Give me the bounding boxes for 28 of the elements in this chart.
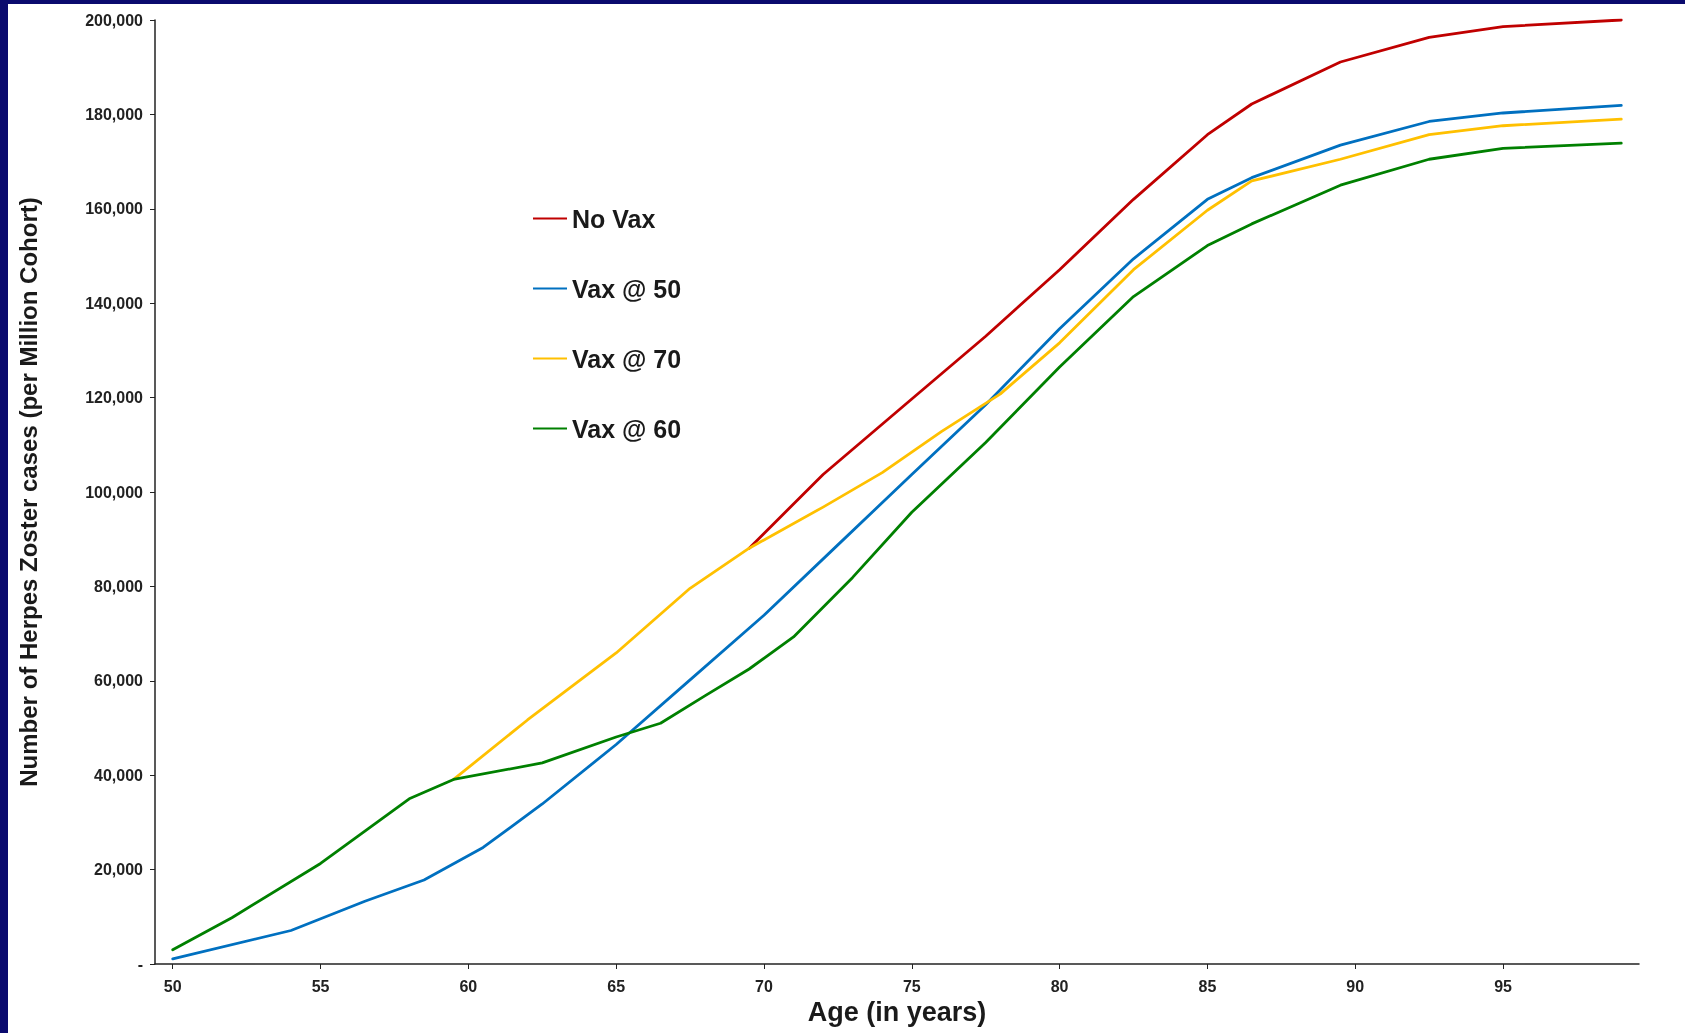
x-tick-label: 70 bbox=[755, 977, 773, 995]
y-tick-label: 180,000 bbox=[85, 105, 144, 123]
x-tick-label: 90 bbox=[1346, 977, 1365, 995]
x-tick-label: 55 bbox=[311, 977, 330, 995]
y-tick-label: 40,000 bbox=[94, 766, 144, 784]
y-tick-label: 140,000 bbox=[85, 294, 144, 312]
x-tick-label: 80 bbox=[1050, 977, 1069, 995]
x-tick-label: 85 bbox=[1198, 977, 1217, 995]
x-tick-label: 65 bbox=[607, 977, 626, 995]
y-tick-label: 60,000 bbox=[94, 672, 144, 690]
x-tick-label: 95 bbox=[1494, 977, 1513, 995]
legend-label: Vax @ 70 bbox=[572, 344, 682, 373]
y-tick-label: - bbox=[137, 955, 143, 973]
y-tick-label: 80,000 bbox=[94, 577, 144, 595]
x-tick-label: 75 bbox=[902, 977, 921, 995]
y-tick-label: 160,000 bbox=[85, 200, 144, 218]
y-tick-label: 20,000 bbox=[94, 861, 144, 879]
x-tick-label: 60 bbox=[459, 977, 478, 995]
legend-label: Vax @ 50 bbox=[572, 274, 682, 303]
x-tick-label: 50 bbox=[163, 977, 182, 995]
y-tick-label: 200,000 bbox=[85, 11, 144, 29]
legend-label: No Vax bbox=[572, 204, 656, 233]
y-tick-label: 120,000 bbox=[85, 389, 144, 407]
y-tick-label: 100,000 bbox=[85, 483, 144, 501]
legend-label: Vax @ 60 bbox=[572, 414, 682, 443]
y-axis-title: Number of Herpes Zoster cases (per Million Cohort) bbox=[14, 197, 42, 787]
x-axis-title: Age (in years) bbox=[807, 997, 987, 1028]
line-series bbox=[452, 117, 1623, 781]
